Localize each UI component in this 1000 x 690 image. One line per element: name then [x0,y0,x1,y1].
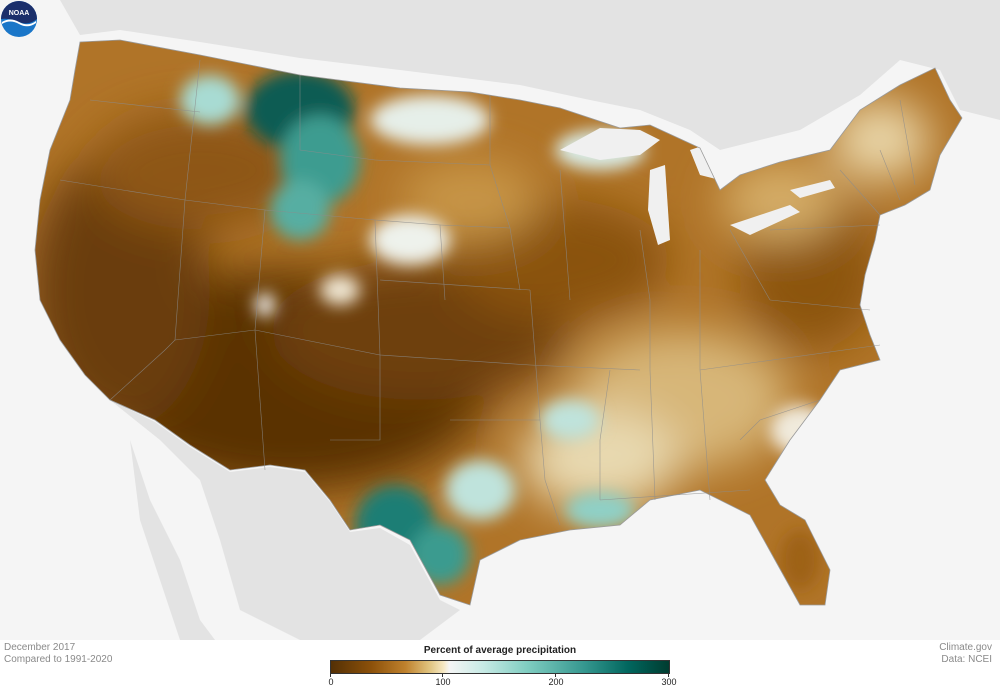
legend-tick-label-300: 300 [661,677,677,687]
legend-tick-100 [442,673,443,677]
map-caption: December 2017 Compared to 1991-2020 [4,642,112,666]
map-svg [34,0,1000,640]
credits: Climate.gov Data: NCEI [939,642,992,666]
baseline-label: Compared to 1991-2020 [4,654,113,665]
legend-tick-200 [555,673,556,677]
legend-tick-label-200: 200 [548,677,564,687]
precipitation-map: NOAA [0,0,1000,640]
legend-title: Percent of average precipitation [423,645,577,656]
legend-tick-label-100: 100 [435,677,451,687]
legend-tick-300 [668,673,669,677]
state-borders [59,59,916,526]
legend-tick-label-0: 0 [328,677,334,687]
footer: December 2017 Compared to 1991-2020 Perc… [0,640,1000,690]
legend-tick-0 [330,673,331,677]
noaa-logo: NOAA [1,1,37,37]
neighbor-landmass [60,0,1000,640]
credit-site: Climate.gov [939,642,992,653]
credit-data: Data: NCEI [941,654,992,665]
noaa-logo-text: NOAA [9,10,30,17]
legend-color-bar [330,660,670,674]
period-label: December 2017 [4,642,76,653]
